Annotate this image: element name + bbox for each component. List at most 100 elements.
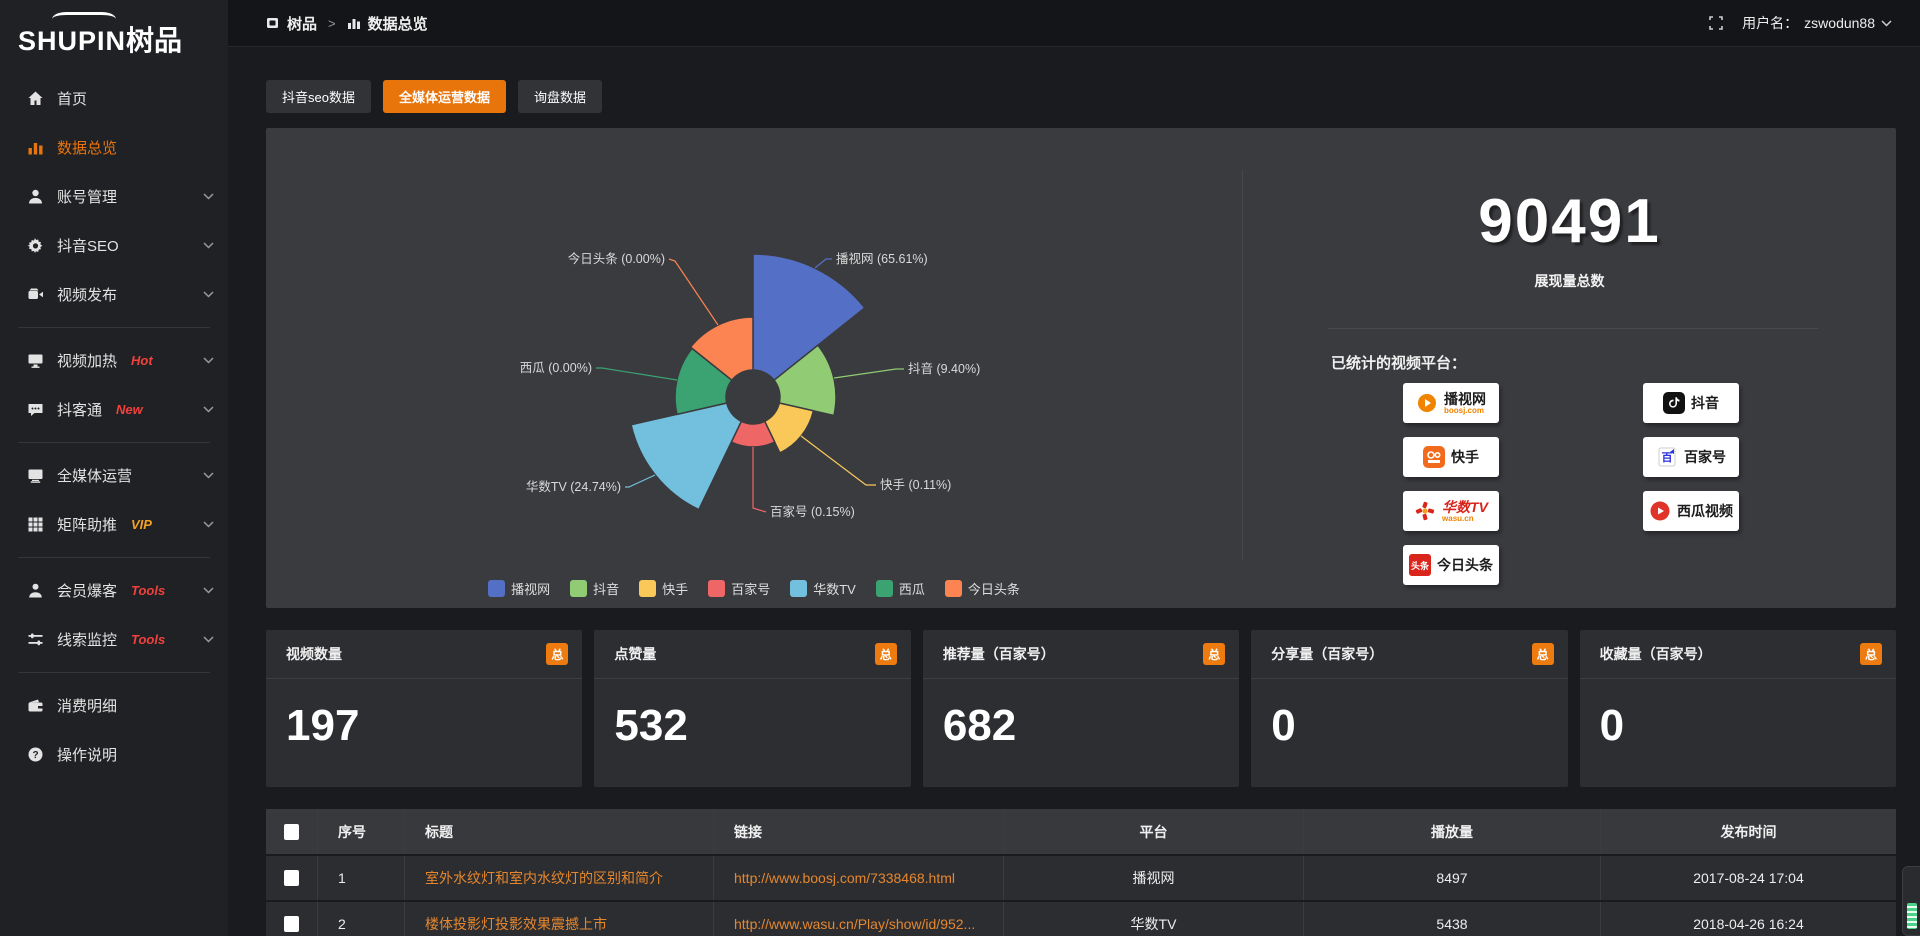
pie-slice-5[interactable] — [630, 402, 743, 511]
sidebar-item-label: 会员爆客 — [57, 583, 118, 600]
video-publish-icon — [26, 286, 44, 304]
row-checkbox[interactable] — [284, 870, 299, 886]
platform-badge-kuaishou: 快手 — [1403, 437, 1499, 477]
chevron-down-icon — [203, 636, 214, 643]
legend-item-4[interactable]: 百家号 — [708, 579, 770, 598]
legend-item-7[interactable]: 今日头条 — [944, 579, 1020, 598]
stat-card-label: 视频数量 — [286, 646, 342, 662]
stat-card-4: 分享量（百家号） 总 0 — [1251, 630, 1568, 787]
impressions-total-label: 展现量总数 — [1534, 273, 1605, 289]
breadcrumb-separator: > — [328, 15, 336, 31]
pie-label-line-5 — [625, 474, 656, 488]
app-square-icon — [266, 16, 280, 30]
stat-card-header: 推荐量（百家号） 总 — [922, 630, 1240, 679]
video-title-link[interactable]: 室外水纹灯和室内水纹灯的区别和简介 — [425, 870, 663, 886]
select-all-cell — [266, 809, 318, 854]
sidebar-item-6[interactable]: 视频加热 Hot — [0, 336, 228, 385]
legend-item-1[interactable]: 播视网 — [488, 579, 550, 598]
app-logo: SHUPIN树品 — [0, 0, 228, 56]
platform-name: 快手 — [1451, 449, 1479, 465]
sidebar-item-4[interactable]: 抖音SEO — [0, 221, 228, 270]
platform-name: 今日头条 — [1437, 557, 1493, 573]
sidebar-item-tag: Hot — [131, 353, 153, 368]
breadcrumb-root[interactable]: 树品 — [287, 15, 318, 33]
tab-3[interactable]: 询盘数据 — [517, 80, 602, 113]
sidebar-item-7[interactable]: 抖客通 New — [0, 385, 228, 434]
row-checkbox-cell — [266, 856, 318, 900]
chart-bar-icon — [26, 139, 44, 157]
legend-item-3[interactable]: 快手 — [639, 579, 688, 598]
sidebar-item-5[interactable]: 视频发布 — [0, 270, 228, 319]
legend-item-6[interactable]: 西瓜 — [875, 579, 925, 598]
tab-1[interactable]: 抖音seo数据 — [266, 80, 371, 113]
gear-icon — [26, 237, 44, 255]
sidebar-item-label: 首页 — [57, 91, 88, 108]
sidebar-item-8[interactable]: 全媒体运营 — [0, 451, 228, 500]
sidebar-divider — [18, 442, 210, 443]
chevron-down-icon — [203, 193, 214, 200]
sidebar-item-10[interactable]: 会员爆客 Tools — [0, 566, 228, 615]
tab-2[interactable]: 全媒体运营数据 — [382, 80, 506, 113]
rose-chart-svg: 播视网 (65.61%) 抖音 (9.40%) 快手 (0.11%) 百家号 (0.1… — [520, 251, 981, 519]
col-header-title: 标题 — [405, 809, 714, 854]
stat-card-label: 分享量（百家号） — [1271, 646, 1384, 662]
pie-slice-3[interactable] — [763, 402, 815, 454]
video-url-link[interactable]: http://www.wasu.cn/Play/show/id/952... — [734, 916, 976, 932]
cell-link: http://www.wasu.cn/Play/show/id/952... — [714, 902, 1004, 936]
stat-card-header: 点赞量 总 — [594, 630, 911, 679]
user-dropdown[interactable]: 用户名： zswodun88 — [1742, 13, 1892, 33]
table-row-1: 1 室外水纹灯和室内水纹灯的区别和简介 http://www.boosj.com/7… — [266, 856, 1896, 900]
sidebar-item-12[interactable]: 消费明细 — [0, 681, 228, 730]
sidebar-item-1[interactable]: 首页 — [0, 74, 228, 123]
video-title-link[interactable]: 楼体投影灯投影效果震撼上市 — [425, 916, 607, 932]
col-header-link: 链接 — [714, 809, 1004, 854]
legend-item-5[interactable]: 华数TV — [790, 579, 856, 598]
wasu-logo — [1414, 500, 1436, 522]
sidebar-divider — [18, 672, 210, 673]
legend-swatch — [875, 580, 893, 597]
sidebar-item-2[interactable]: 数据总览 — [0, 123, 228, 172]
table-row-2: 2 楼体投影灯投影效果震撼上市 http://www.wasu.cn/Play/sh… — [266, 902, 1896, 936]
legend-item-2[interactable]: 抖音 — [570, 579, 619, 598]
platform-name: 抖音 — [1691, 395, 1719, 411]
select-all-checkbox[interactable] — [284, 823, 299, 840]
stat-card-label: 推荐量（百家号） — [942, 646, 1055, 662]
floating-side-widget[interactable] — [1902, 866, 1920, 936]
sidebar-item-label: 视频加热 — [57, 353, 118, 370]
col-header-time: 发布时间 — [1720, 823, 1777, 840]
sidebar-item-label: 视频发布 — [57, 287, 118, 304]
sidebar-menu: 首页数据总览 账号管理 抖音SEO 视频发布视频加热 Hot 抖客通 New 全媒体运营 矩阵助… — [0, 74, 228, 779]
cell-time: 2017-08-24 17:04 — [1693, 870, 1804, 886]
kuaishou-logo — [1423, 446, 1445, 468]
sidebar-item-13[interactable]: ? 操作说明 — [0, 730, 228, 779]
sidebar-item-label: 消费明细 — [57, 698, 118, 715]
pie-slice-7[interactable] — [689, 316, 754, 382]
stat-card-1: 视频数量 总 197 — [266, 630, 583, 787]
total-badge: 总 — [1531, 643, 1554, 665]
col-header-platform: 平台 — [1004, 809, 1304, 854]
stat-card-label: 点赞量 — [614, 646, 657, 662]
video-url-link[interactable]: http://www.boosj.com/7338468.html — [734, 870, 956, 886]
sidebar-item-3[interactable]: 账号管理 — [0, 172, 228, 221]
pie-slice-1[interactable] — [752, 253, 866, 382]
sidebar-divider — [18, 557, 210, 558]
col-header-plays: 播放量 — [1304, 809, 1601, 854]
row-checkbox[interactable] — [284, 916, 299, 932]
stat-card-5: 收藏量（百家号） 总 0 — [1579, 630, 1897, 787]
overview-panel: 播视网 (65.61%) 抖音 (9.40%) 快手 (0.11%) 百家号 (0.1… — [266, 128, 1896, 608]
logo-text: SHUPIN树品 — [18, 26, 228, 57]
table-body: 1 室外水纹灯和室内水纹灯的区别和简介 http://www.boosj.com/7… — [266, 856, 1896, 936]
chevron-down-icon — [203, 587, 214, 594]
fullscreen-icon[interactable] — [1708, 15, 1724, 31]
platforms-label: 已统计的视频平台： — [1331, 355, 1467, 372]
monitor-icon — [26, 467, 44, 485]
stat-card-label: 收藏量（百家号） — [1599, 646, 1712, 662]
sidebar-item-9[interactable]: 矩阵助推 VIP — [0, 500, 228, 549]
cell-platform: 播视网 — [1004, 856, 1304, 900]
legend-swatch — [944, 580, 962, 597]
pie-slice-2[interactable] — [773, 344, 837, 417]
sidebar-item-11[interactable]: 线索监控 Tools — [0, 615, 228, 664]
cell-title: 楼体投影灯投影效果震撼上市 — [405, 902, 714, 936]
stat-card-header: 收藏量（百家号） 总 — [1579, 630, 1897, 679]
cell-link: http://www.boosj.com/7338468.html — [714, 856, 1004, 900]
